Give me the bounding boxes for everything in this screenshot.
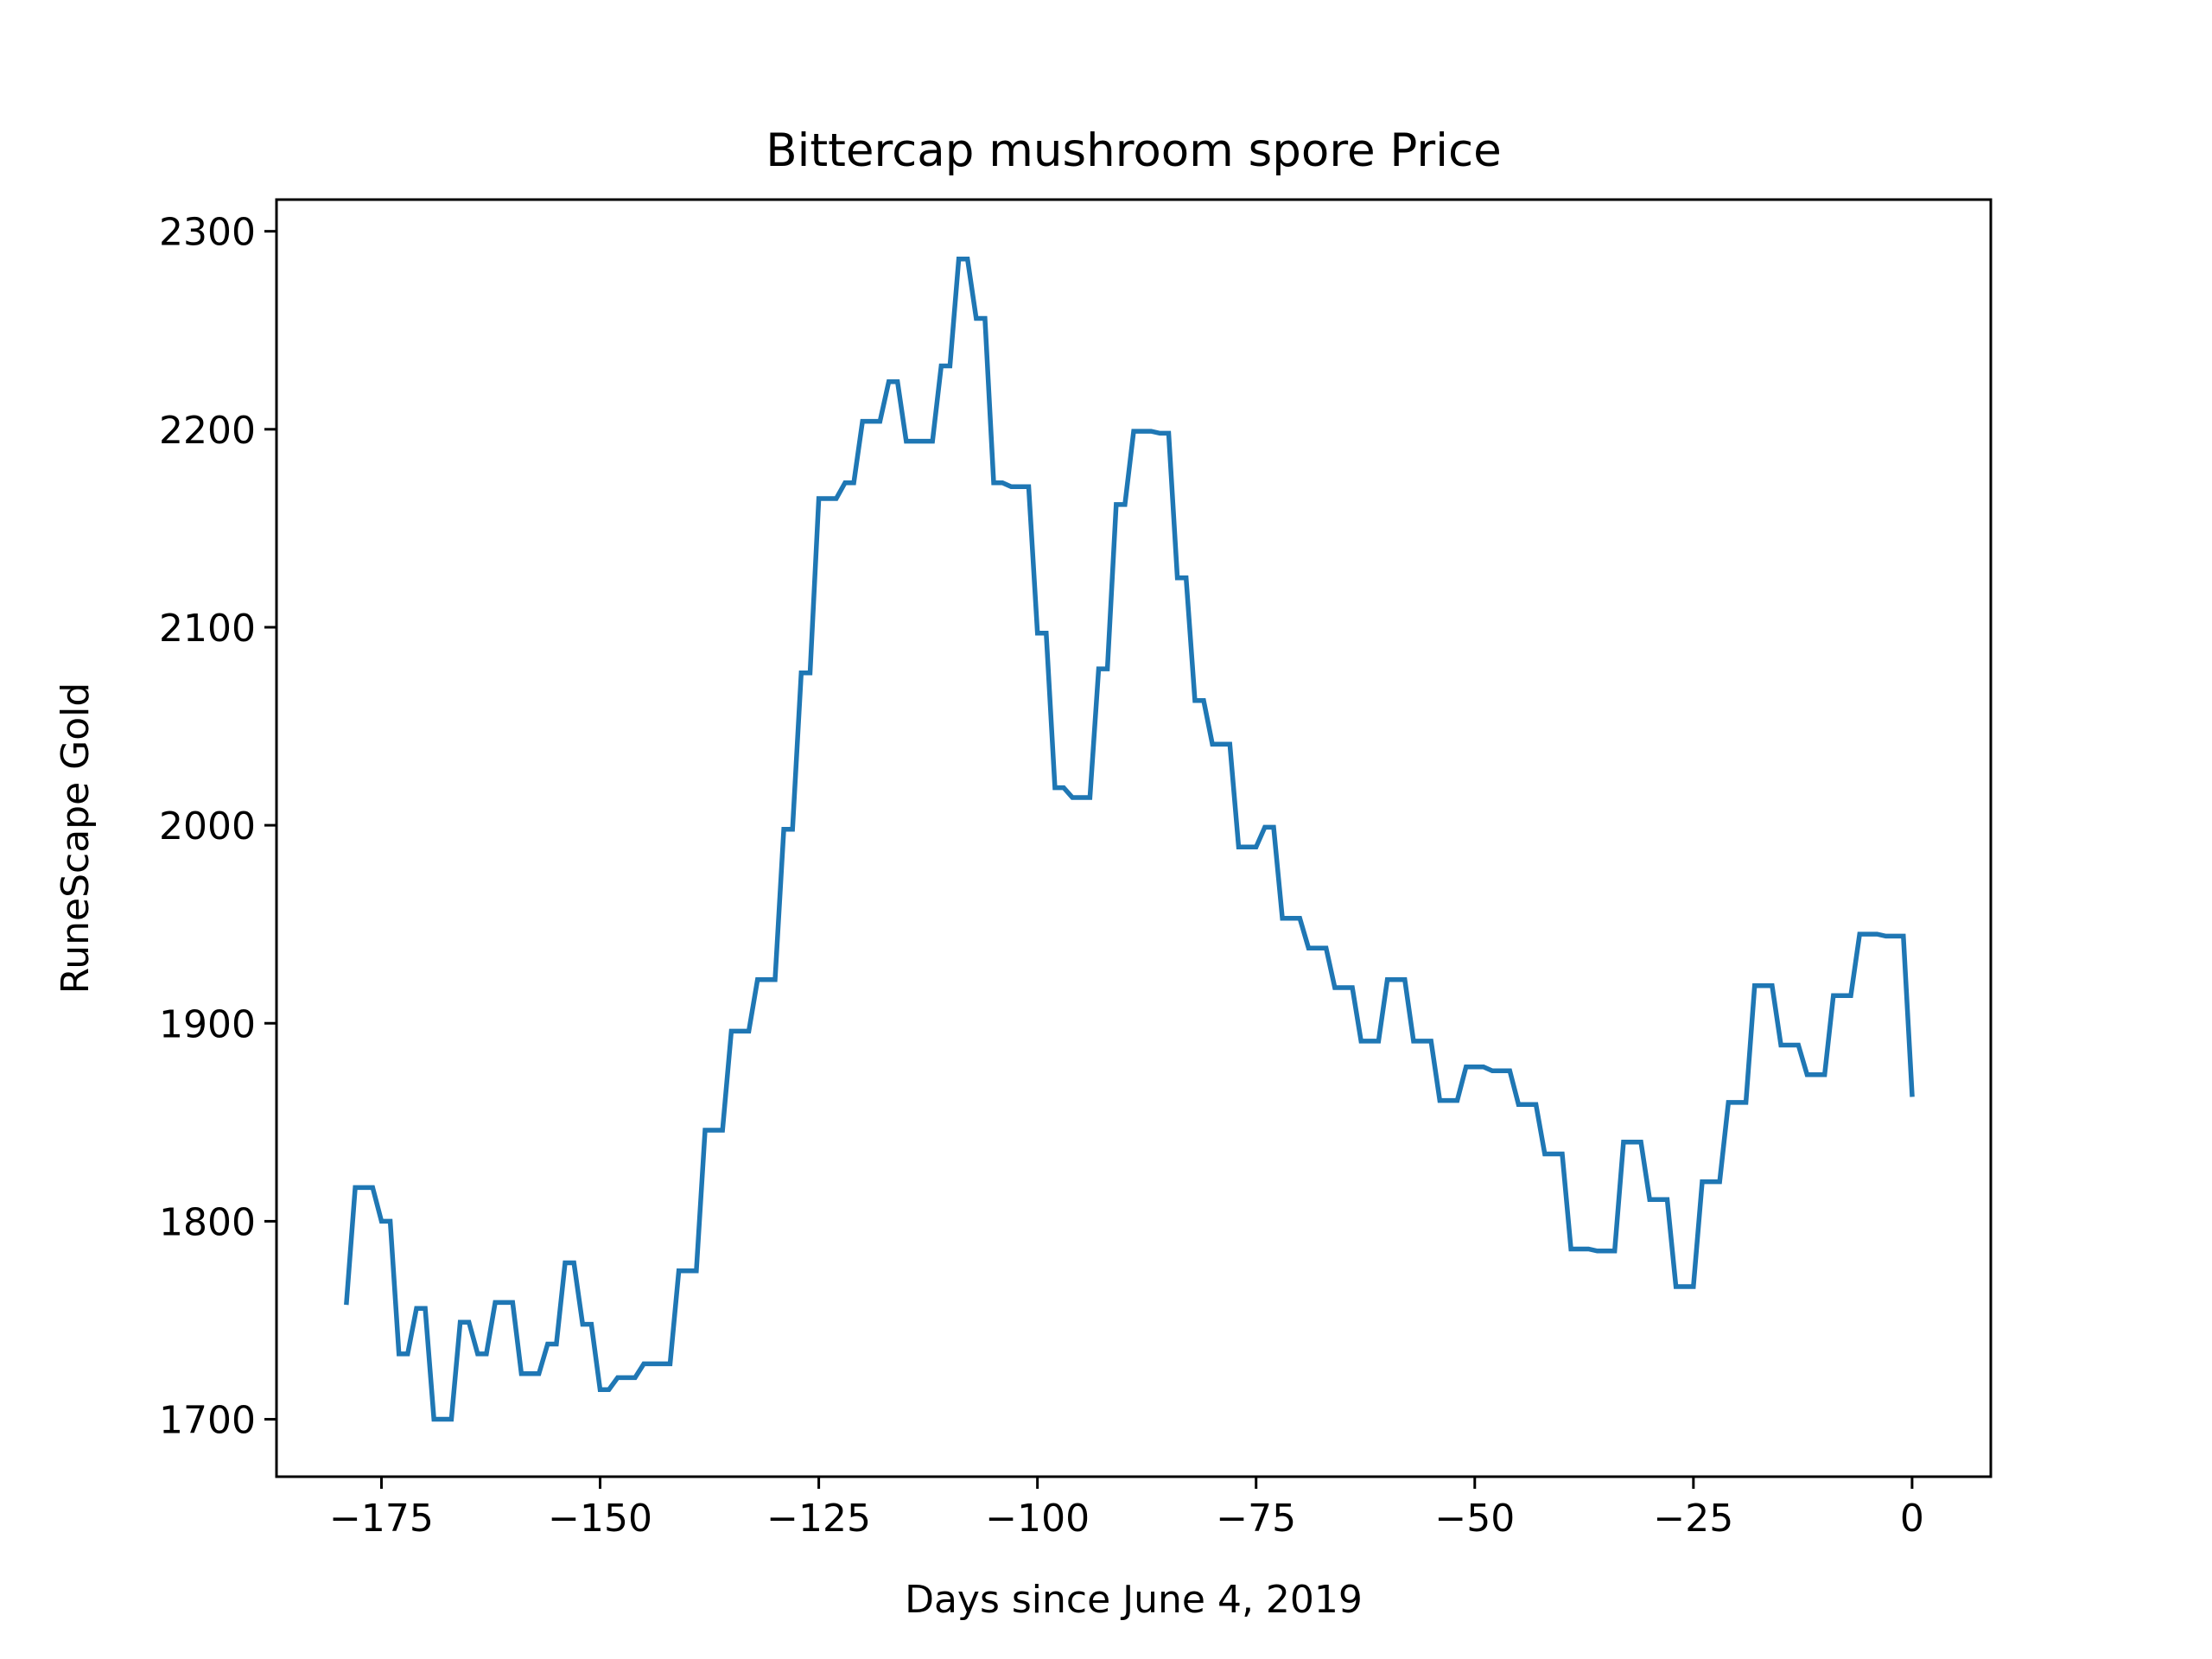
y-tick-label: 1700 [159, 1399, 256, 1443]
x-tick-label: −100 [985, 1497, 1090, 1541]
y-axis-ticks: 1700 1800 1900 2000 2100 2200 2300 [159, 211, 276, 1443]
plot-frame [275, 198, 1993, 1478]
y-tick-label: 2200 [159, 409, 256, 453]
x-tick-label: −75 [1216, 1497, 1296, 1541]
x-tick-label: −150 [548, 1497, 652, 1541]
x-tick-label: −25 [1653, 1497, 1733, 1541]
y-tick-label: 2300 [159, 211, 256, 255]
y-tick-label: 2100 [159, 607, 256, 651]
price-line [344, 256, 1915, 1422]
y-axis-label: RuneScape Gold [54, 683, 98, 995]
y-tick-label: 1800 [159, 1200, 256, 1244]
x-tick-label: −125 [766, 1497, 871, 1541]
x-tick-label: −50 [1434, 1497, 1515, 1541]
x-tick-label: −175 [329, 1497, 434, 1541]
x-axis-ticks: −175 −150 −125 −100 −75 −50 −25 0 [329, 1477, 1924, 1541]
y-tick-label: 2000 [159, 804, 256, 849]
y-tick-label: 1900 [159, 1002, 256, 1046]
x-axis-label: Days since June 4, 2019 [905, 1578, 1363, 1622]
plot-area [344, 256, 1915, 1422]
x-tick-label: 0 [1900, 1497, 1924, 1541]
chart-title: Bittercap mushroom spore Price [766, 124, 1501, 177]
